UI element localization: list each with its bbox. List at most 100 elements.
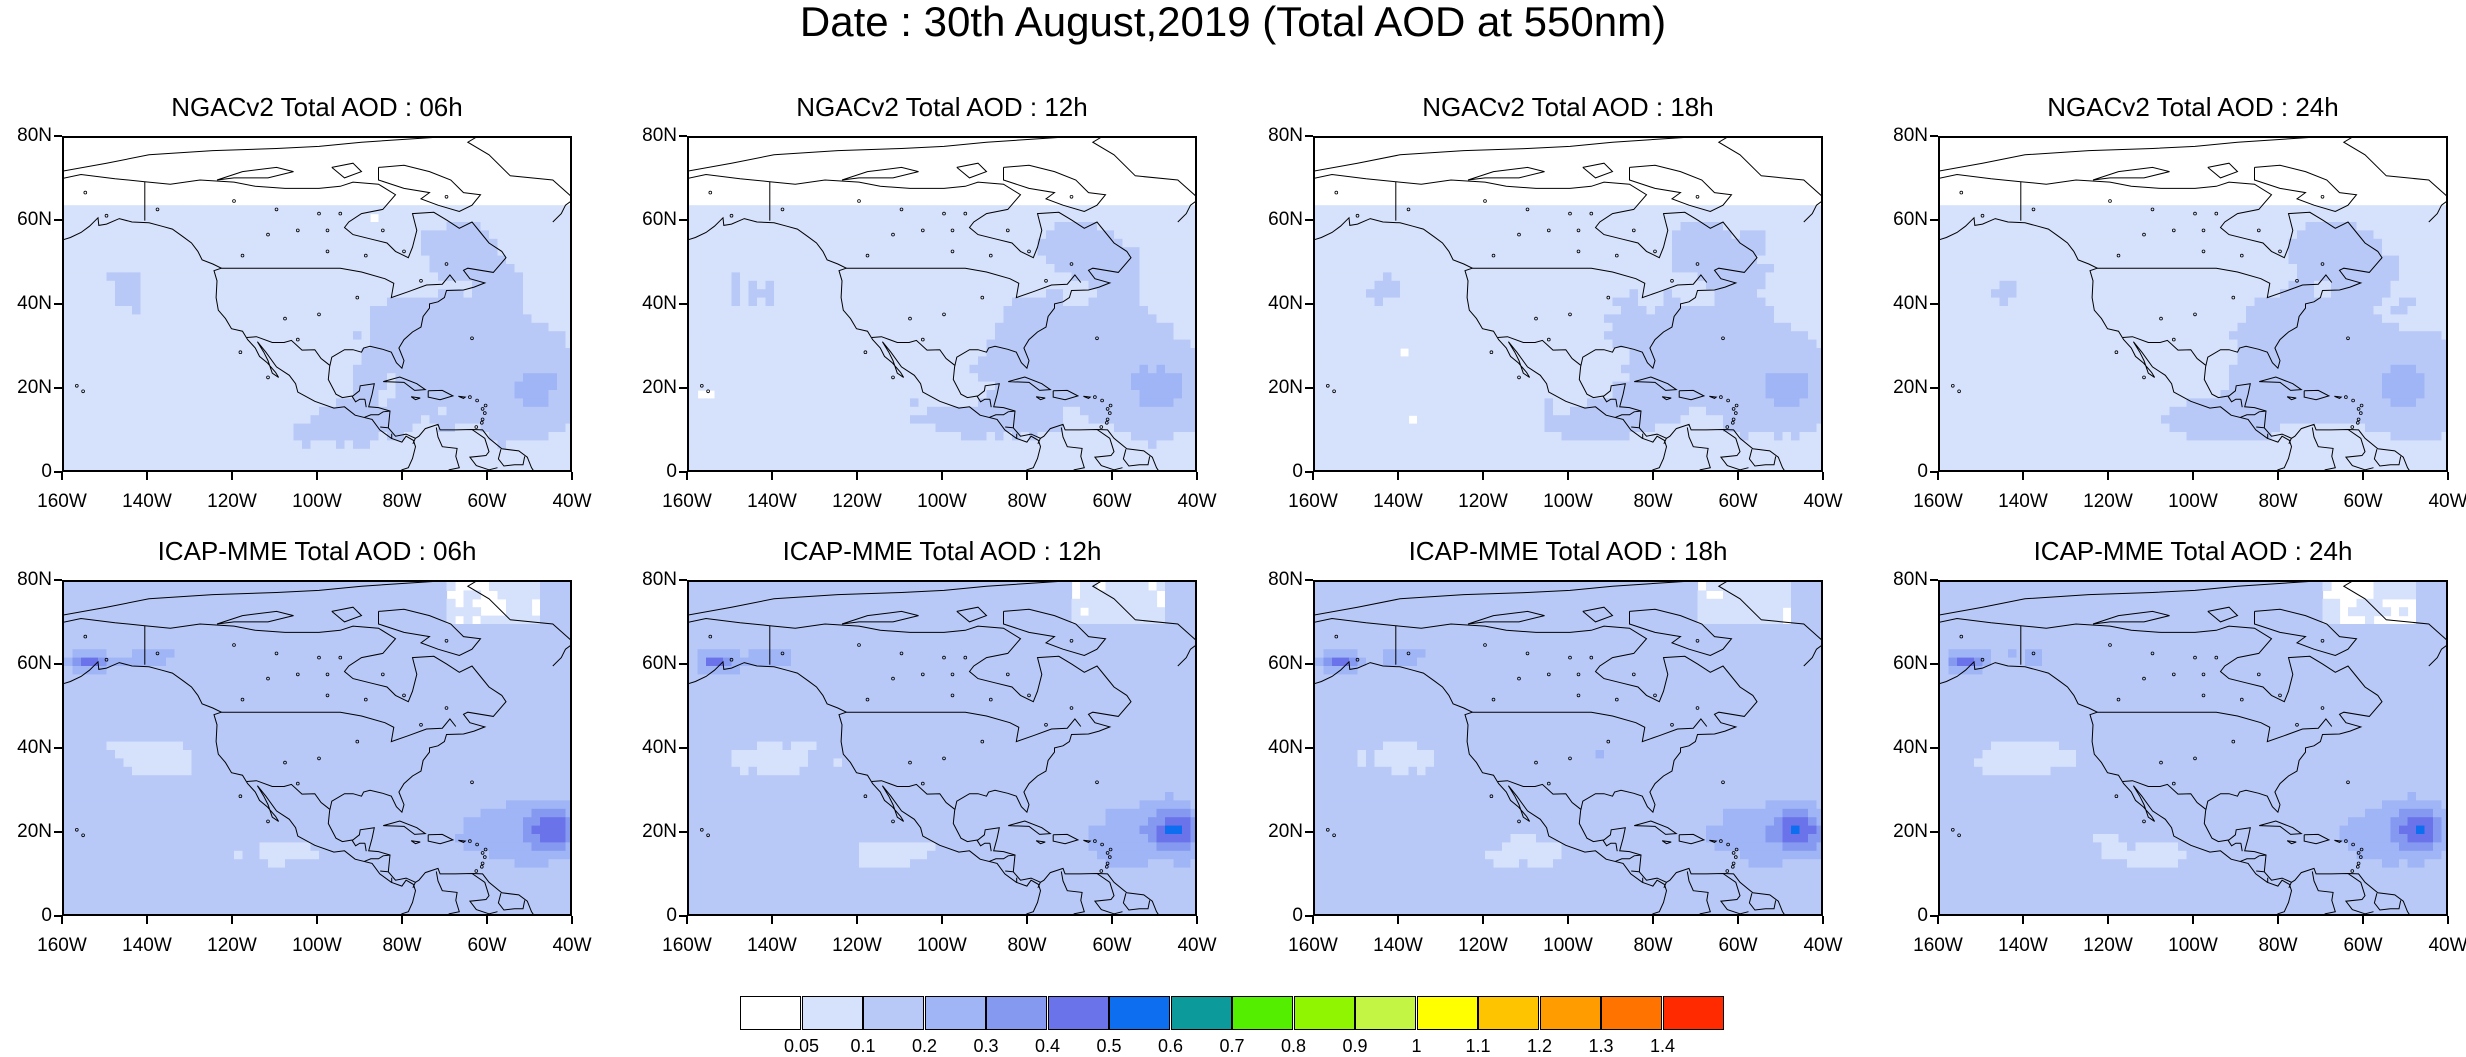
aod-cell	[149, 331, 158, 340]
aod-cell	[1502, 398, 1511, 407]
aod-cell	[1157, 466, 1166, 472]
aod-cell	[438, 323, 447, 332]
aod-cell	[515, 205, 524, 214]
aod-cell	[175, 390, 184, 399]
aod-cell	[1080, 323, 1089, 332]
aod-cell	[1383, 289, 1392, 298]
aod-cell	[902, 432, 911, 441]
aod-cell	[557, 214, 566, 223]
aod-cell	[1460, 382, 1469, 391]
aod-cell	[396, 348, 405, 357]
aod-cell	[1426, 264, 1435, 273]
aod-cell	[1114, 281, 1123, 290]
aod-cell	[1157, 432, 1166, 441]
aod-cell	[1562, 247, 1571, 256]
aod-cell	[723, 432, 732, 441]
aod-cell	[124, 222, 133, 231]
aod-cell	[868, 440, 877, 449]
aod-cell	[1114, 256, 1123, 265]
aod-cell	[523, 323, 532, 332]
aod-cell	[919, 239, 928, 248]
aod-cell	[1021, 331, 1030, 340]
aod-cell	[1165, 331, 1174, 340]
aod-cell	[859, 373, 868, 382]
aod-cell	[345, 432, 354, 441]
aod-cell	[766, 373, 775, 382]
aod-cell	[1553, 323, 1562, 332]
aod-cell	[251, 230, 260, 239]
aod-cell	[506, 373, 515, 382]
aod-cell	[192, 323, 201, 332]
aod-cell	[1191, 407, 1198, 416]
aod-cell	[910, 457, 919, 466]
aod-cell	[226, 407, 235, 416]
aod-cell	[515, 340, 524, 349]
aod-cell	[498, 407, 507, 416]
aod-cell	[740, 424, 749, 433]
aod-cell	[834, 222, 843, 231]
aod-cell	[438, 382, 447, 391]
aod-cell	[98, 230, 107, 239]
aod-cell	[1148, 407, 1157, 416]
aod-cell	[783, 390, 792, 399]
aod-cell	[387, 214, 396, 223]
aod-cell	[1012, 365, 1021, 374]
aod-cell	[1341, 457, 1350, 466]
aod-cell	[1012, 466, 1021, 472]
aod-cell	[1443, 457, 1452, 466]
aod-cell	[1485, 281, 1494, 290]
aod-cell	[1021, 407, 1030, 416]
aod-cell	[64, 398, 73, 407]
aod-cell	[124, 365, 133, 374]
aod-cell	[910, 281, 919, 290]
aod-cell	[893, 205, 902, 214]
aod-cell	[73, 440, 82, 449]
aod-cell	[842, 314, 851, 323]
aod-cell	[1417, 239, 1426, 248]
aod-cell	[166, 331, 175, 340]
aod-cell	[885, 230, 894, 239]
aod-cell	[107, 432, 116, 441]
aod-cell	[158, 289, 167, 298]
aod-cell	[1383, 440, 1392, 449]
aod-cell	[413, 466, 422, 472]
aod-cell	[1511, 365, 1520, 374]
aod-cell	[464, 331, 473, 340]
aod-cell	[1536, 373, 1545, 382]
lon-tick-mark	[61, 472, 63, 480]
aod-cell	[370, 323, 379, 332]
aod-cell	[783, 440, 792, 449]
aod-cell	[158, 230, 167, 239]
aod-cell	[319, 247, 328, 256]
aod-cell	[1140, 440, 1149, 449]
aod-cell	[396, 281, 405, 290]
aod-cell	[1477, 323, 1486, 332]
aod-cell	[1106, 356, 1115, 365]
aod-cell	[927, 340, 936, 349]
aod-cell	[489, 298, 498, 307]
aod-cell	[1089, 214, 1098, 223]
aod-cell	[1038, 289, 1047, 298]
aod-cell	[115, 457, 124, 466]
aod-cell	[715, 289, 724, 298]
aod-cell	[1400, 272, 1409, 281]
aod-cell	[532, 247, 541, 256]
aod-cell	[209, 222, 218, 231]
aod-cell	[464, 340, 473, 349]
aod-cell	[842, 415, 851, 424]
aod-cell	[498, 466, 507, 472]
aod-cell	[783, 323, 792, 332]
aod-cell	[158, 306, 167, 315]
aod-cell	[902, 289, 911, 298]
aod-cell	[404, 407, 413, 416]
aod-cell	[107, 365, 116, 374]
aod-cell	[515, 365, 524, 374]
aod-cell	[1063, 340, 1072, 349]
aod-cell	[387, 230, 396, 239]
aod-cell	[430, 449, 439, 458]
aod-cell	[1545, 205, 1554, 214]
aod-cell	[566, 272, 573, 281]
lat-tick-mark	[679, 135, 687, 137]
aod-cell	[978, 205, 987, 214]
aod-cell	[421, 398, 430, 407]
